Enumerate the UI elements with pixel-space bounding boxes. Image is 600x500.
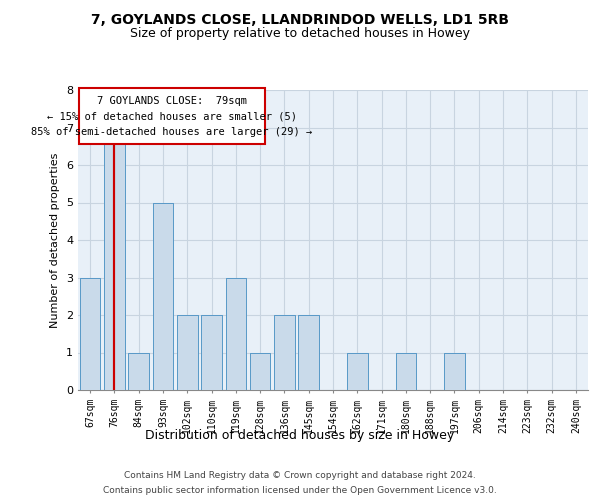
Bar [152, 202, 173, 390]
Text: Size of property relative to detached houses in Howey: Size of property relative to detached ho… [130, 28, 470, 40]
Bar [201, 315, 222, 390]
Bar [80, 278, 100, 390]
Bar [395, 352, 416, 390]
Bar [250, 352, 271, 390]
Text: 7 GOYLANDS CLOSE:  79sqm
← 15% of detached houses are smaller (5)
85% of semi-de: 7 GOYLANDS CLOSE: 79sqm ← 15% of detache… [31, 96, 313, 137]
Bar [177, 315, 197, 390]
Bar [104, 128, 125, 390]
Bar [274, 315, 295, 390]
Bar [250, 352, 271, 390]
Bar [444, 352, 465, 390]
Bar [347, 352, 368, 390]
Bar [226, 278, 246, 390]
Bar [104, 128, 125, 390]
Y-axis label: Number of detached properties: Number of detached properties [50, 152, 61, 328]
Bar [128, 352, 149, 390]
Bar [128, 352, 149, 390]
Bar [274, 315, 295, 390]
Bar [152, 202, 173, 390]
Text: Contains public sector information licensed under the Open Government Licence v3: Contains public sector information licen… [103, 486, 497, 495]
FancyBboxPatch shape [79, 88, 265, 144]
Text: 7, GOYLANDS CLOSE, LLANDRINDOD WELLS, LD1 5RB: 7, GOYLANDS CLOSE, LLANDRINDOD WELLS, LD… [91, 12, 509, 26]
Bar [80, 278, 100, 390]
Bar [444, 352, 465, 390]
Bar [226, 278, 246, 390]
Bar [298, 315, 319, 390]
Bar [347, 352, 368, 390]
Text: Contains HM Land Registry data © Crown copyright and database right 2024.: Contains HM Land Registry data © Crown c… [124, 471, 476, 480]
Bar [395, 352, 416, 390]
Text: Distribution of detached houses by size in Howey: Distribution of detached houses by size … [145, 428, 455, 442]
Bar [201, 315, 222, 390]
Bar [298, 315, 319, 390]
Bar [177, 315, 197, 390]
